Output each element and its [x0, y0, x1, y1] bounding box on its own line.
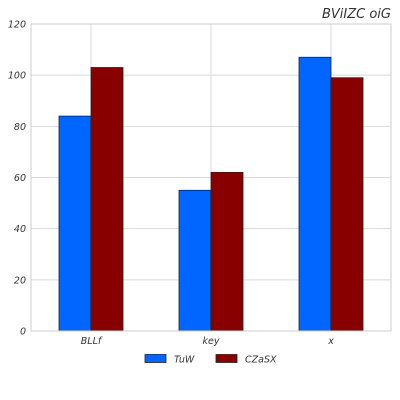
bar-TuW-x	[298, 56, 332, 332]
chart-title: BViIZC oiG	[322, 7, 391, 22]
legend: TuW CZaSX	[144, 354, 277, 366]
bar-CZaSX-BLLf	[90, 67, 124, 332]
y-tick-label: 60	[14, 173, 26, 184]
bar-TuW-BLLf	[58, 115, 92, 332]
y-axis-ticks: 0 20 40 60 80 100 120	[8, 20, 26, 338]
bar-CZaSX-key	[210, 171, 244, 332]
bar-CZaSX-x	[330, 77, 364, 332]
bar-TuW-key	[178, 189, 212, 332]
y-tick-label: 80	[14, 122, 26, 133]
x-axis-ticks: BLLf key x	[81, 336, 334, 347]
legend-label: CZaSX	[245, 355, 277, 366]
y-tick-label: 20	[14, 275, 26, 286]
x-tick-label: key	[203, 336, 220, 347]
y-tick-label: 100	[8, 71, 26, 82]
y-tick-label: 120	[8, 20, 26, 31]
legend-swatch-CZaSX	[215, 354, 238, 363]
x-tick-label: BLLf	[81, 336, 103, 347]
x-tick-label: x	[327, 336, 334, 347]
plot-frame	[30, 23, 392, 332]
legend-swatch-TuW	[144, 354, 167, 363]
y-tick-label: 0	[20, 327, 26, 338]
legend-label: TuW	[174, 355, 195, 366]
y-tick-label: 40	[14, 224, 26, 235]
